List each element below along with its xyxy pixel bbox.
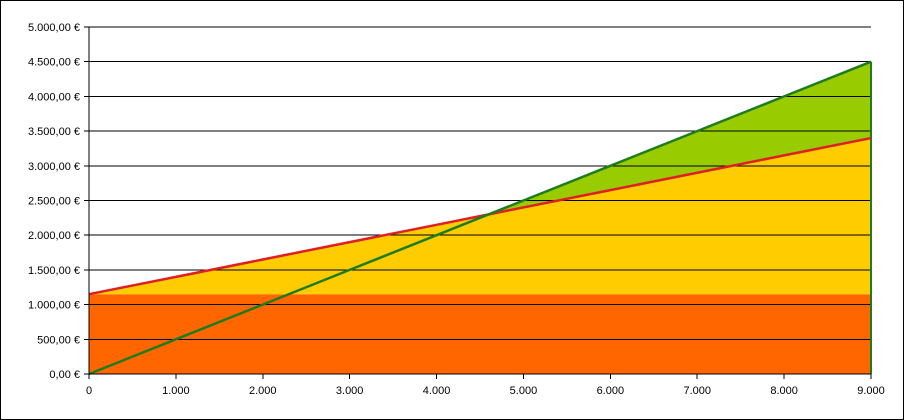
x-tick-label: 7.000 <box>683 385 711 397</box>
y-tick-label: 2.500,00 € <box>28 196 80 208</box>
y-tick-label: 3.500,00 € <box>28 126 80 138</box>
total-cost-line <box>88 136 872 296</box>
x-tick-label: 9.000 <box>857 385 885 397</box>
y-tick-label: 2.000,00 € <box>28 230 80 242</box>
y-tick-label: 5.000,00 € <box>28 22 80 34</box>
x-tick-label: 1.000 <box>162 385 190 397</box>
y-tick-label: 0,00 € <box>49 369 80 381</box>
fixed-cost-area <box>89 294 871 374</box>
x-tick-label: 5.000 <box>510 385 538 397</box>
y-tick-label: 1.500,00 € <box>28 265 80 277</box>
y-tick-label: 500,00 € <box>37 334 80 346</box>
x-tick-label: 4.000 <box>423 385 451 397</box>
x-tick-label: 3.000 <box>336 385 364 397</box>
x-tick-label: 6.000 <box>597 385 625 397</box>
y-tick-label: 1.000,00 € <box>28 300 80 312</box>
y-tick-label: 4.000,00 € <box>28 91 80 103</box>
revenue-line <box>88 60 872 376</box>
x-tick-label: 8.000 <box>770 385 798 397</box>
y-tick-label: 3.000,00 € <box>28 161 80 173</box>
y-tick-label: 4.500,00 € <box>28 57 80 69</box>
x-tick-label: 0 <box>86 385 92 397</box>
x-tick-label: 2.000 <box>249 385 277 397</box>
